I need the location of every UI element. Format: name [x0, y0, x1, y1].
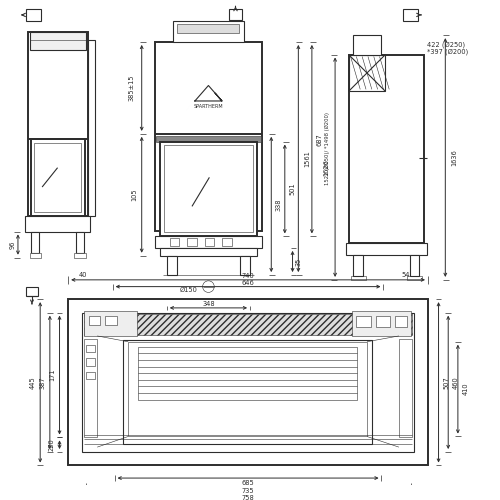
Bar	[26, 286, 38, 296]
Bar	[170, 238, 179, 246]
Text: 646: 646	[242, 280, 254, 286]
Bar	[352, 311, 412, 336]
Text: 1626: 1626	[324, 159, 330, 176]
Bar	[160, 248, 257, 256]
Bar	[86, 372, 96, 380]
Bar	[30, 32, 86, 50]
Text: 1522 (Ø250)/ *1498 (Ø200): 1522 (Ø250)/ *1498 (Ø200)	[325, 112, 330, 186]
Bar	[84, 339, 97, 438]
Bar	[376, 316, 390, 327]
Text: 501: 501	[290, 182, 296, 196]
Bar	[34, 142, 81, 212]
Bar	[222, 238, 232, 246]
Text: 410: 410	[462, 383, 468, 396]
Text: 735: 735	[242, 488, 254, 494]
Text: 40: 40	[78, 272, 87, 278]
Bar	[30, 138, 84, 216]
Bar	[204, 238, 214, 246]
Text: 758: 758	[242, 496, 254, 500]
Bar	[76, 232, 84, 253]
Bar	[155, 236, 262, 248]
Bar	[354, 254, 363, 276]
Bar	[348, 54, 424, 243]
Bar	[30, 253, 41, 258]
Text: 105: 105	[131, 188, 137, 201]
Bar	[406, 276, 422, 280]
Bar	[350, 276, 366, 280]
Text: 338: 338	[276, 198, 282, 210]
Text: SPARTHERM: SPARTHERM	[194, 104, 223, 110]
Bar	[88, 316, 100, 326]
Bar	[82, 312, 414, 452]
Bar	[74, 253, 86, 258]
Bar	[410, 254, 419, 276]
Text: 220: 220	[49, 438, 55, 451]
Bar	[172, 20, 244, 42]
Bar	[160, 142, 257, 236]
Bar	[346, 243, 427, 254]
Bar	[354, 35, 380, 54]
Bar	[84, 314, 412, 335]
Text: 445: 445	[30, 376, 36, 388]
Text: 1636: 1636	[451, 149, 457, 166]
Bar	[138, 346, 358, 400]
Bar	[84, 311, 137, 336]
Bar	[155, 42, 262, 230]
Bar	[403, 9, 418, 20]
Text: 740: 740	[242, 273, 254, 279]
Text: *397 (Ø200): *397 (Ø200)	[427, 48, 468, 55]
Bar	[178, 24, 240, 34]
Text: 385±15: 385±15	[129, 74, 135, 101]
Bar	[88, 40, 96, 216]
Bar	[128, 342, 367, 436]
Bar	[187, 238, 197, 246]
Bar	[156, 136, 260, 141]
Bar	[164, 146, 253, 233]
Bar	[26, 9, 41, 20]
Bar	[105, 316, 117, 326]
Text: 387: 387	[39, 376, 45, 388]
Bar	[356, 316, 371, 327]
Text: 460: 460	[453, 376, 459, 388]
Text: 1561: 1561	[304, 150, 310, 167]
Text: 171: 171	[49, 369, 55, 382]
Bar	[124, 340, 372, 444]
Text: 35: 35	[296, 258, 302, 266]
Bar	[348, 54, 386, 92]
Bar	[395, 316, 406, 327]
Text: 687: 687	[316, 133, 322, 145]
Bar	[86, 358, 96, 366]
Bar	[399, 339, 412, 438]
Bar	[32, 232, 39, 253]
Text: 54: 54	[402, 272, 410, 278]
Bar	[167, 256, 176, 275]
Text: Ø150: Ø150	[180, 286, 198, 292]
Text: 685: 685	[242, 480, 254, 486]
Bar	[228, 9, 242, 20]
Text: 507: 507	[444, 376, 450, 388]
Bar	[86, 344, 96, 352]
Bar	[28, 32, 88, 216]
Text: 348: 348	[202, 301, 214, 307]
Bar	[24, 216, 90, 232]
Text: 96: 96	[9, 240, 15, 248]
Bar	[240, 256, 250, 275]
Text: 422 (Ø250): 422 (Ø250)	[427, 42, 465, 48]
Bar	[68, 299, 428, 466]
